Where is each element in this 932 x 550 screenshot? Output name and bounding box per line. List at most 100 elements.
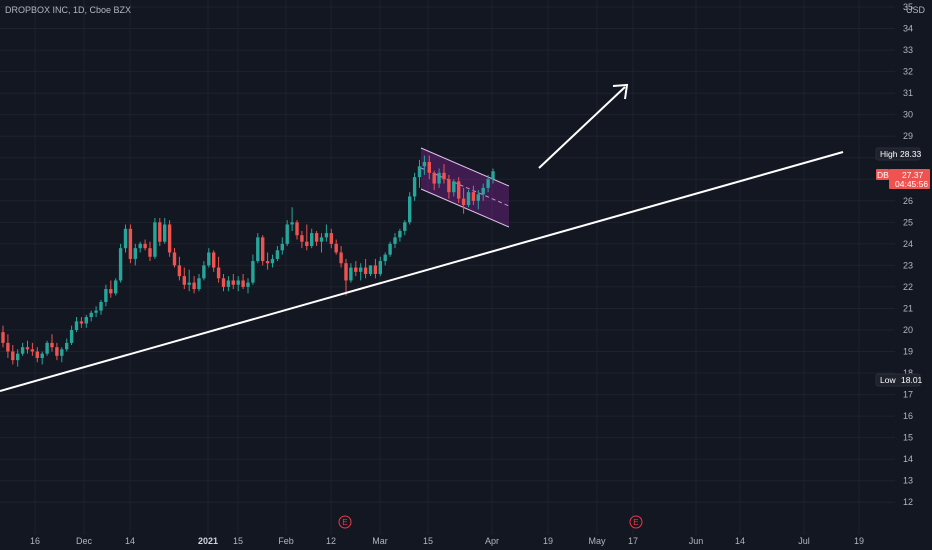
candle[interactable]	[457, 177, 461, 203]
candle[interactable]	[202, 261, 206, 281]
candle[interactable]	[319, 233, 324, 253]
candle[interactable]	[334, 239, 338, 255]
candle[interactable]	[422, 155, 427, 175]
candle[interactable]	[30, 342, 35, 356]
candle[interactable]	[246, 278, 250, 294]
candle[interactable]	[11, 345, 15, 365]
candle[interactable]	[285, 220, 289, 247]
candle[interactable]	[241, 273, 245, 290]
time-scale[interactable]: 16 Dec 14 2021 15 Feb 12 Mar 15 Apr 19 May 17 Jun 14 Ju…	[30, 536, 864, 546]
candle[interactable]	[84, 314, 88, 328]
candle[interactable]	[236, 276, 240, 292]
candle[interactable]	[324, 224, 329, 242]
candle[interactable]	[417, 159, 422, 188]
candle[interactable]	[167, 220, 172, 257]
candle[interactable]	[35, 347, 39, 363]
candle[interactable]	[305, 224, 309, 251]
candle[interactable]	[212, 250, 216, 272]
candle[interactable]	[412, 172, 417, 201]
candle[interactable]	[118, 243, 123, 283]
candle[interactable]	[74, 317, 79, 333]
candle[interactable]	[133, 243, 137, 266]
candle[interactable]	[344, 258, 348, 296]
candle[interactable]	[60, 347, 64, 363]
candle[interactable]	[192, 276, 196, 294]
candle[interactable]	[187, 269, 191, 292]
candle[interactable]	[45, 340, 49, 356]
candle[interactable]	[50, 334, 54, 352]
candle[interactable]	[270, 254, 275, 268]
candle[interactable]	[216, 256, 221, 283]
candle[interactable]	[275, 246, 280, 262]
candle[interactable]	[143, 239, 147, 251]
candle[interactable]	[109, 280, 113, 298]
candle[interactable]	[452, 179, 456, 197]
trendline[interactable]	[0, 151, 844, 392]
candle[interactable]	[197, 273, 201, 292]
candle[interactable]	[314, 230, 319, 247]
candle[interactable]	[40, 351, 44, 365]
candle[interactable]	[128, 224, 133, 264]
candle[interactable]	[339, 246, 343, 268]
candle[interactable]	[408, 192, 412, 225]
candle[interactable]	[373, 258, 378, 279]
candle[interactable]	[16, 349, 20, 367]
candle[interactable]	[114, 278, 118, 296]
channel-pattern[interactable]	[421, 148, 509, 227]
candle[interactable]	[65, 338, 69, 352]
candle[interactable]	[290, 207, 294, 231]
candle[interactable]	[182, 267, 186, 290]
candle[interactable]	[476, 190, 480, 210]
candle[interactable]	[363, 258, 368, 279]
candle[interactable]	[148, 241, 152, 262]
candle[interactable]	[447, 174, 451, 199]
candle[interactable]	[138, 241, 142, 253]
candle[interactable]	[491, 168, 495, 184]
candle[interactable]	[329, 228, 333, 249]
earnings-marker-may[interactable]: E	[629, 515, 643, 529]
candle[interactable]	[251, 254, 255, 285]
channel-lower-line[interactable]	[420, 188, 510, 228]
price-scale[interactable]: 3534333231302928272625242322212019181716…	[903, 2, 913, 507]
candle[interactable]	[158, 218, 162, 247]
candle[interactable]	[486, 174, 490, 193]
candle[interactable]	[221, 273, 226, 292]
candle[interactable]	[427, 155, 431, 180]
candle[interactable]	[99, 299, 103, 315]
candle[interactable]	[310, 228, 314, 249]
candle[interactable]	[481, 183, 485, 201]
candle[interactable]	[231, 273, 235, 290]
candle[interactable]	[172, 248, 177, 268]
candle[interactable]	[89, 310, 93, 322]
candle[interactable]	[256, 233, 260, 264]
candle[interactable]	[437, 168, 441, 188]
candle[interactable]	[123, 224, 128, 253]
arrow-line[interactable]	[538, 86, 626, 169]
candle[interactable]	[295, 220, 299, 240]
candle[interactable]	[461, 187, 466, 214]
candle[interactable]	[398, 228, 402, 242]
candle[interactable]	[432, 170, 436, 191]
candle[interactable]	[466, 190, 471, 208]
candle[interactable]	[300, 230, 304, 249]
candle[interactable]	[354, 261, 358, 277]
candle[interactable]	[280, 237, 284, 255]
candle[interactable]	[265, 252, 270, 270]
candle[interactable]	[25, 340, 30, 354]
candle[interactable]	[79, 317, 84, 328]
candle[interactable]	[69, 325, 74, 346]
candle[interactable]	[104, 284, 108, 307]
candle[interactable]	[403, 220, 407, 236]
candle[interactable]	[378, 256, 382, 277]
candle[interactable]	[261, 235, 265, 266]
candle[interactable]	[442, 164, 446, 184]
candle[interactable]	[388, 241, 392, 257]
candle[interactable]	[368, 265, 373, 277]
candle[interactable]	[393, 233, 397, 249]
candle[interactable]	[349, 263, 353, 283]
candle[interactable]	[359, 263, 363, 281]
candle[interactable]	[20, 342, 25, 356]
candle[interactable]	[6, 334, 10, 358]
candle[interactable]	[471, 185, 476, 206]
